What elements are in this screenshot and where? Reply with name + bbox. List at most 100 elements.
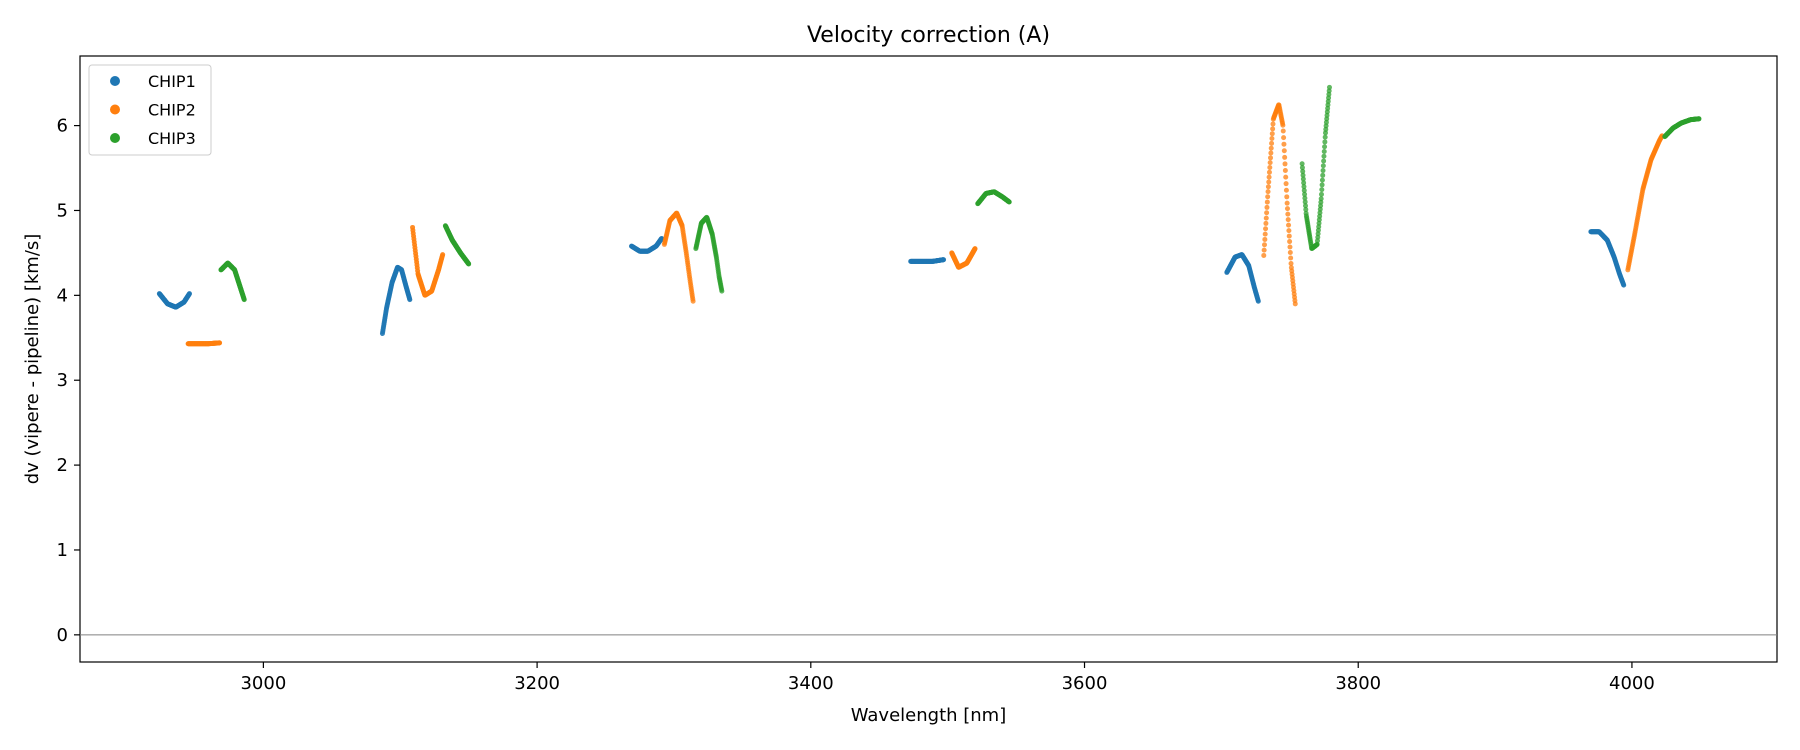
data-point: [1300, 176, 1306, 182]
data-point: [1268, 145, 1274, 151]
data-point: [1319, 187, 1325, 193]
data-point: [1319, 182, 1325, 188]
legend-marker: [110, 133, 120, 143]
data-point: [1269, 136, 1275, 142]
data-point: [1266, 179, 1272, 185]
data-point: [1300, 168, 1306, 174]
y-tick-label: 3: [57, 370, 68, 391]
data-point: [1320, 168, 1326, 174]
series-chip2: [185, 102, 1665, 347]
data-point: [1302, 191, 1308, 197]
data-point: [1265, 194, 1271, 200]
x-tick-label: 3600: [1062, 673, 1108, 694]
data-point: [1284, 200, 1290, 206]
data-point: [1321, 148, 1327, 154]
data-point: [1322, 139, 1328, 145]
data-point: [1301, 187, 1307, 193]
data-point: [1262, 242, 1267, 248]
data-point: [1268, 155, 1274, 161]
data-point: [1269, 131, 1275, 137]
data-point: [1263, 226, 1269, 232]
x-tick-label: 3200: [514, 673, 560, 694]
x-tick-label: 4000: [1609, 673, 1655, 694]
data-point: [1286, 228, 1292, 234]
data-points: [156, 84, 1702, 347]
data-point: [1266, 169, 1272, 175]
data-point: [1283, 174, 1289, 180]
y-tick-label: 5: [57, 200, 68, 221]
data-point: [1006, 199, 1012, 205]
y-tick-label: 6: [57, 116, 68, 137]
data-point: [1299, 161, 1305, 167]
data-point: [1319, 177, 1325, 183]
data-point: [1263, 215, 1269, 221]
x-axis: 3000 3200 3400 3600 3800 4000: [240, 662, 1655, 694]
data-point: [1264, 210, 1270, 216]
data-point: [1282, 168, 1288, 174]
data-point: [1322, 134, 1328, 140]
data-point: [1281, 148, 1287, 154]
data-point: [217, 340, 223, 346]
data-point: [241, 297, 247, 303]
data-point: [972, 246, 978, 252]
data-point: [1267, 164, 1273, 170]
data-point: [1621, 282, 1627, 288]
data-point: [1261, 247, 1267, 253]
legend-label: CHIP3: [148, 129, 196, 148]
data-point: [1287, 239, 1293, 245]
legend-marker: [110, 76, 120, 86]
data-point: [1326, 84, 1332, 90]
data-point: [1285, 217, 1291, 223]
data-point: [1322, 144, 1328, 150]
data-point: [1287, 244, 1293, 250]
data-point: [1318, 196, 1324, 202]
data-point: [1266, 174, 1272, 180]
data-point: [1320, 163, 1326, 169]
data-point: [1270, 121, 1276, 127]
data-point: [1301, 180, 1307, 186]
data-point: [1255, 298, 1261, 304]
data-point: [941, 257, 947, 263]
x-tick-label: 3800: [1335, 673, 1381, 694]
data-point: [1288, 255, 1294, 261]
y-tick-label: 4: [57, 285, 68, 306]
x-tick-label: 3000: [240, 673, 286, 694]
y-axis: 0 1 2 3 4 5 6: [57, 116, 80, 646]
data-point: [1281, 135, 1287, 141]
data-point: [1284, 206, 1290, 212]
data-point: [440, 252, 446, 258]
data-point: [407, 297, 413, 303]
data-point: [1299, 165, 1305, 171]
data-point: [1302, 199, 1308, 205]
data-point: [1270, 126, 1276, 132]
x-tick-label: 3400: [788, 673, 834, 694]
data-point: [466, 261, 472, 267]
data-point: [1269, 140, 1275, 146]
legend: CHIP1 CHIP2 CHIP3: [88, 64, 212, 156]
data-point: [1283, 187, 1289, 193]
y-tick-label: 2: [57, 455, 68, 476]
data-point: [1283, 181, 1289, 187]
data-point: [1300, 172, 1306, 178]
plot-area: [79, 55, 1778, 663]
data-point: [1284, 194, 1290, 200]
data-point: [186, 291, 192, 297]
data-point: [1264, 199, 1270, 205]
data-point: [1301, 184, 1307, 190]
data-point: [1286, 233, 1292, 239]
legend-label: CHIP2: [148, 101, 196, 120]
data-point: [1265, 189, 1271, 195]
data-point: [1321, 158, 1327, 164]
legend-label: CHIP1: [148, 72, 196, 91]
legend-box: [88, 64, 212, 156]
chart-title: Velocity correction (A): [807, 23, 1050, 48]
data-point: [1261, 252, 1267, 258]
series-chip1: [156, 229, 1627, 337]
data-point: [1263, 220, 1269, 226]
data-point: [719, 288, 725, 294]
data-point: [1280, 128, 1286, 134]
y-axis-label: dv (vipere - pipeline) [km/s]: [22, 234, 43, 485]
data-point: [1320, 172, 1326, 178]
data-point: [1280, 122, 1286, 128]
